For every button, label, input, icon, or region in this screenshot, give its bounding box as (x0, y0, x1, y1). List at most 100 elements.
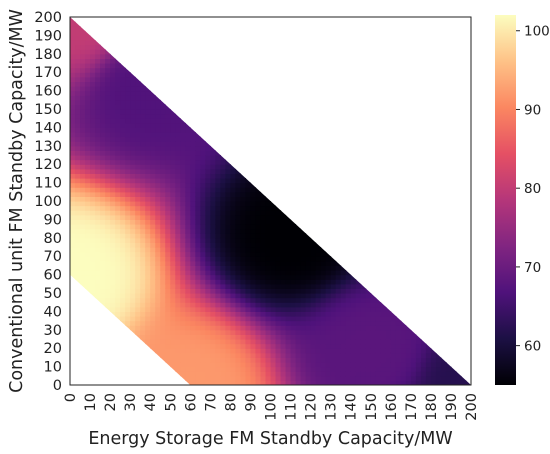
heatmap-cell (180, 145, 186, 151)
heatmap-cell (80, 237, 86, 243)
heatmap-cell (90, 256, 96, 262)
heatmap-cell (225, 283, 231, 289)
heatmap-cell (230, 357, 237, 363)
heatmap-cell (145, 251, 151, 257)
heatmap-cell (100, 109, 106, 115)
heatmap-cell (155, 279, 161, 285)
heatmap-cell (105, 191, 111, 197)
heatmap-cell (245, 274, 252, 280)
heatmap-cell (260, 224, 267, 230)
heatmap-cell (80, 30, 86, 36)
heatmap-cell (210, 302, 216, 308)
x-tick-label: 120 (304, 393, 320, 421)
heatmap-cell (400, 334, 407, 340)
heatmap-cell (285, 362, 292, 368)
heatmap-cell (320, 274, 327, 280)
heatmap-cell (105, 99, 111, 105)
heatmap-cell (210, 242, 216, 248)
heatmap-cell (345, 293, 352, 299)
heatmap-cell (130, 136, 136, 142)
heatmap-cell (180, 205, 186, 211)
heatmap-cell (230, 339, 237, 345)
heatmap-cell (115, 132, 121, 138)
heatmap-cell (70, 26, 76, 32)
heatmap-cell (100, 63, 106, 69)
heatmap-cell (80, 35, 86, 41)
heatmap-cell (355, 334, 362, 340)
heatmap-cell (125, 127, 131, 133)
heatmap-cell (360, 279, 367, 285)
heatmap-cell (375, 316, 382, 322)
heatmap-cell (110, 63, 116, 69)
heatmap-cell (115, 283, 121, 289)
heatmap-cell (85, 81, 91, 87)
heatmap-cell (155, 247, 161, 253)
heatmap-cell (85, 155, 91, 161)
heatmap-cell (400, 325, 407, 331)
heatmap-cell (215, 233, 221, 239)
heatmap-cell (370, 302, 377, 308)
heatmap-cell (155, 164, 161, 170)
heatmap-cell (200, 224, 206, 230)
heatmap-cell (200, 132, 206, 138)
heatmap-cell (185, 122, 191, 128)
heatmap-cell (110, 265, 116, 271)
heatmap-cell (160, 196, 166, 202)
heatmap-cell (135, 293, 141, 299)
heatmap-cell (235, 260, 242, 266)
heatmap-cell (100, 44, 106, 50)
heatmap-cell (170, 251, 176, 257)
heatmap-cell (280, 371, 287, 377)
heatmap-cell (180, 196, 186, 202)
heatmap-cell (230, 329, 237, 335)
heatmap-cell (105, 67, 111, 73)
heatmap-cell (215, 228, 221, 234)
heatmap-cell (195, 260, 201, 266)
heatmap-cell (220, 316, 226, 322)
heatmap-cell (380, 302, 387, 308)
heatmap-cell (125, 81, 131, 87)
heatmap-cell (165, 247, 171, 253)
heatmap-cell (175, 297, 181, 303)
heatmap-cell (315, 366, 322, 372)
heatmap-cell (125, 155, 131, 161)
heatmap-cell (120, 228, 126, 234)
heatmap-cell (240, 233, 247, 239)
heatmap-cell (400, 343, 407, 349)
heatmap-cell (170, 118, 176, 124)
heatmap-cell (450, 371, 457, 377)
heatmap-cell (315, 302, 322, 308)
heatmap-cell (375, 302, 382, 308)
heatmap-cell (375, 348, 382, 354)
heatmap-cell (340, 334, 347, 340)
heatmap-cell (220, 265, 226, 271)
y-axis-ticks: 0102030405060708090100110120130140150160… (34, 10, 62, 394)
heatmap-cell (85, 90, 91, 96)
heatmap-cell (200, 293, 206, 299)
heatmap-cell (145, 320, 151, 326)
heatmap-cell (145, 237, 151, 243)
heatmap-cell (135, 113, 141, 119)
heatmap-cell (220, 150, 226, 156)
heatmap-cell (340, 362, 347, 368)
heatmap-cell (115, 67, 121, 73)
heatmap-cell (270, 260, 277, 266)
heatmap-cell (370, 325, 377, 331)
heatmap-cell (110, 283, 116, 289)
heatmap-cell (395, 316, 402, 322)
heatmap-cell (175, 196, 181, 202)
heatmap-cell (95, 224, 101, 230)
x-tick-label: 110 (284, 393, 300, 421)
heatmap-cell (140, 210, 146, 216)
heatmap-cell (285, 256, 292, 262)
heatmap-cell (95, 182, 101, 188)
heatmap-cell (250, 201, 257, 207)
heatmap-cell (140, 159, 146, 165)
y-tick-label: 170 (34, 65, 62, 81)
heatmap-cell (240, 329, 247, 335)
heatmap-cell (85, 242, 91, 248)
heatmap-cell (135, 86, 141, 92)
heatmap-cell (260, 270, 267, 276)
heatmap-cell (375, 297, 382, 303)
heatmap-cell (100, 224, 106, 230)
